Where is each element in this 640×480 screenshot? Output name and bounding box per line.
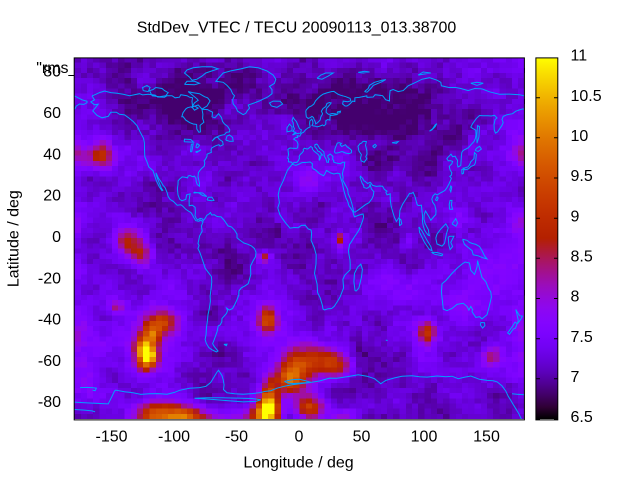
- svg-text:"rms_: "rms_: [36, 60, 78, 77]
- svg-text:11: 11: [571, 48, 588, 65]
- svg-text:7: 7: [571, 369, 580, 386]
- svg-text:50: 50: [353, 429, 371, 446]
- svg-text:40: 40: [43, 146, 61, 163]
- svg-text:-60: -60: [38, 353, 61, 370]
- svg-text:StdDev_VTEC / TECU 20090113_01: StdDev_VTEC / TECU 20090113_013.38700: [137, 19, 457, 36]
- svg-text:9.5: 9.5: [571, 168, 593, 185]
- svg-text:10: 10: [571, 128, 589, 145]
- svg-text:-50: -50: [225, 429, 248, 446]
- svg-text:-100: -100: [158, 429, 190, 446]
- svg-text:-150: -150: [95, 429, 127, 446]
- svg-text:9: 9: [571, 208, 580, 225]
- svg-text:8.5: 8.5: [571, 249, 593, 266]
- svg-text:Latitude / deg: Latitude / deg: [6, 190, 23, 287]
- svg-text:0: 0: [52, 229, 61, 246]
- svg-text:150: 150: [473, 429, 500, 446]
- svg-text:-20: -20: [38, 270, 61, 287]
- svg-text:Longitude / deg: Longitude / deg: [243, 455, 353, 472]
- svg-text:0: 0: [295, 429, 304, 446]
- svg-text:7.5: 7.5: [571, 329, 593, 346]
- svg-text:-40: -40: [38, 312, 61, 329]
- svg-text:10.5: 10.5: [571, 88, 602, 105]
- svg-text:100: 100: [411, 429, 438, 446]
- svg-text:20: 20: [43, 188, 61, 205]
- svg-text:8: 8: [571, 289, 580, 306]
- svg-text:60: 60: [43, 105, 61, 122]
- svg-text:6.5: 6.5: [571, 409, 593, 426]
- svg-text:-80: -80: [38, 394, 61, 411]
- svg-text:80: 80: [43, 64, 61, 81]
